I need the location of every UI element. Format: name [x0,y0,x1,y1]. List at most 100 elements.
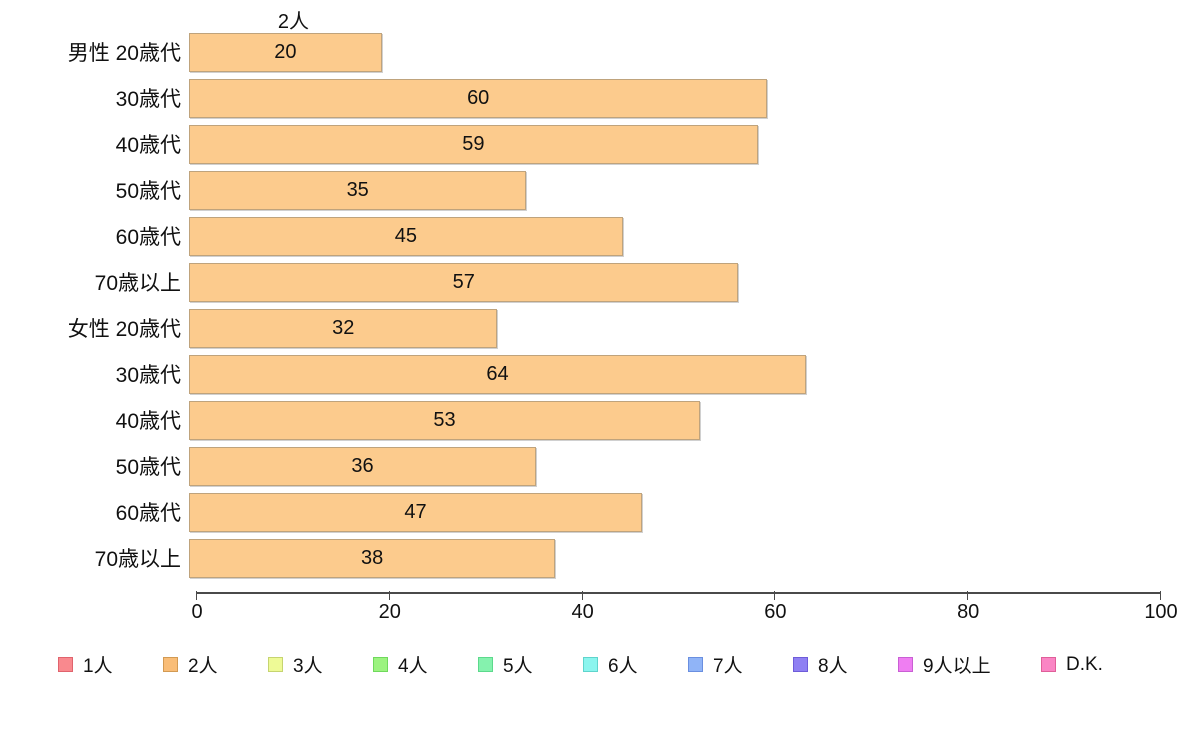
bar: 45 [189,216,623,256]
legend-swatch [583,657,598,672]
value-label: 64 [486,362,509,385]
bar: 35 [189,170,527,210]
x-axis-tick-label: 0 [191,601,203,623]
bar-row: 女性 20歳代 32 [0,305,1188,351]
bar-row: 30歳代 64 [0,351,1188,397]
legend-label: 5人 [503,656,533,677]
bar-track: 53 [189,400,1153,440]
legend-swatch [898,657,913,672]
legend-swatch [793,657,808,672]
bar-row: 40歳代 59 [0,121,1188,167]
value-label: 60 [467,86,490,109]
category-label: 60歳代 [115,226,181,249]
x-axis-tick-label: 20 [378,601,401,623]
legend-item: 2人 [163,651,268,678]
legend-swatch [688,657,703,672]
legend-swatch [163,657,178,672]
legend-item: 3人 [268,651,373,678]
bar-track: 60 [189,78,1153,118]
value-label: 36 [351,454,374,477]
bar: 59 [189,124,758,164]
category-label: 男性 20歳代 [67,42,181,65]
legend-label: 1人 [83,656,113,677]
legend-label: 7人 [713,656,743,677]
value-label: 47 [404,500,427,523]
category-label: 40歳代 [115,410,181,433]
category-label: 50歳代 [115,456,181,479]
x-axis-tickmark [967,591,969,600]
bar-track: 59 [189,124,1153,164]
bar-row: 60歳代 47 [0,489,1188,535]
bar: 57 [189,262,739,302]
category-label: 70歳以上 [94,272,181,295]
category-label: 30歳代 [115,364,181,387]
legend-item: 7人 [688,651,793,678]
category-label: 女性 20歳代 [67,318,181,341]
legend-label: 3人 [293,656,323,677]
x-axis-tickmark [388,591,390,600]
legend-item: 4人 [373,651,478,678]
category-label: 60歳代 [115,502,181,525]
x-axis-tick-label: 80 [957,601,980,623]
x-axis-tickmark [196,591,197,600]
bar: 36 [189,446,537,486]
legend-swatch [1041,657,1056,672]
series-label: 2人 [277,11,309,33]
legend-label: 9人以上 [923,656,991,677]
bar: 32 [189,308,498,348]
x-axis-line [197,592,1161,594]
value-label: 57 [452,270,475,293]
legend-label: 8人 [818,656,848,677]
bar-row: 50歳代 35 [0,167,1188,213]
bar-track: 20 [189,32,1153,72]
value-label: 45 [394,224,418,247]
bar-row: 男性 20歳代 20 [0,29,1188,75]
bar-track: 32 [189,308,1153,348]
bar: 47 [189,492,643,532]
x-axis: 0 20 40 60 80 100 [191,591,1178,630]
x-axis-tick-label: 40 [571,601,594,623]
legend-swatch [58,657,73,672]
legend-item: 5人 [478,651,583,678]
legend-swatch [478,657,493,672]
bar-track: 38 [189,538,1153,578]
legend-item: D.K. [1041,654,1103,676]
value-label: 35 [346,178,369,201]
value-label: 53 [433,408,456,431]
bar-rows: 男性 20歳代 20 30歳代 60 40歳代 59 50歳代 35 60歳代 45 70歳以上 57… [0,29,1188,581]
bar-row: 50歳代 36 [0,443,1188,489]
series-annotation-row: 2人 [197,5,1161,33]
bar: 53 [189,400,700,440]
bar-row: 70歳以上 38 [0,535,1188,581]
legend-label: 6人 [608,656,638,677]
category-label: 70歳以上 [94,548,181,571]
bar: 60 [189,78,768,118]
bar-row: 40歳代 53 [0,397,1188,443]
legend-item: 6人 [583,651,688,678]
x-axis-tickmark [1160,591,1161,600]
bar-track: 64 [189,354,1153,394]
x-axis-tickmark [774,591,776,600]
value-label: 38 [361,546,384,569]
legend-item: 9人以上 [898,651,1041,678]
bar: 20 [189,32,382,72]
bar-track: 47 [189,492,1153,532]
legend-label: 4人 [398,656,428,677]
bar-row: 60歳代 45 [0,213,1188,259]
value-label: 32 [332,316,355,339]
legend-item: 8人 [793,651,898,678]
bar-row: 30歳代 60 [0,75,1188,121]
legend-swatch [268,657,283,672]
value-label: 59 [462,132,485,155]
bar: 38 [189,538,556,578]
legend-item: 1人 [58,651,163,678]
value-label: 20 [274,40,297,63]
legend-swatch [373,657,388,672]
bar-track: 35 [189,170,1153,210]
bar-track: 45 [189,216,1153,256]
bar-row: 70歳以上 57 [0,259,1188,305]
x-axis-tick-label: 100 [1144,601,1178,623]
legend-label: 2人 [188,656,218,677]
legend-label: D.K. [1066,653,1103,675]
